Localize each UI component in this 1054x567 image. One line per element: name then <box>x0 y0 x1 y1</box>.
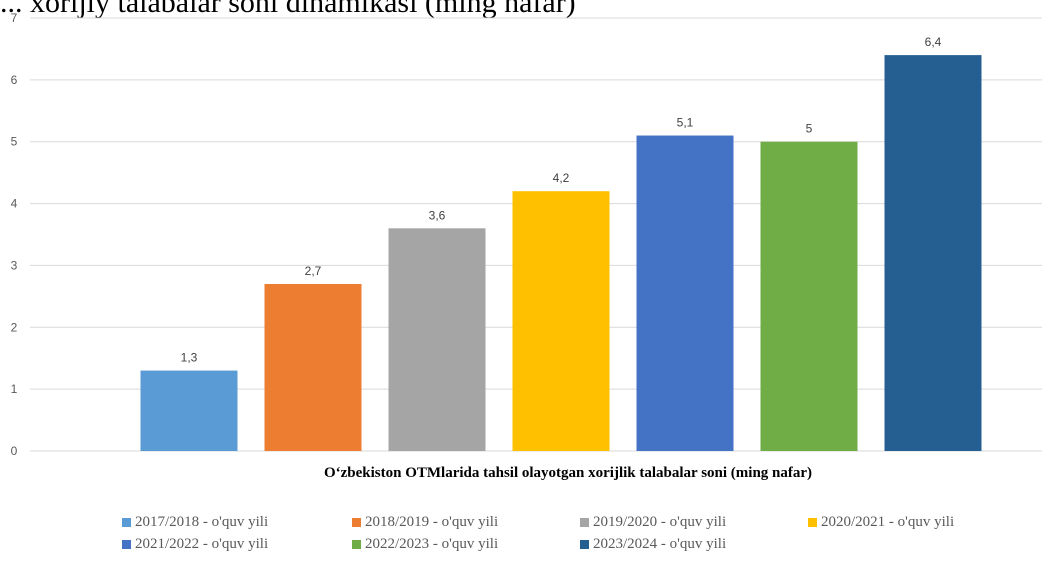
data-label: 5,1 <box>677 116 694 130</box>
legend-item: 2023/2024 - o'quv yili <box>580 536 726 553</box>
legend: 2017/2018 - o'quv yili 2018/2019 - o'quv … <box>0 514 1054 558</box>
bar <box>636 135 734 451</box>
bars <box>140 55 982 451</box>
x-axis-label: O‘zbekiston OTMlarida tahsil olayotgan x… <box>324 465 812 481</box>
bar <box>512 191 610 451</box>
bar <box>140 370 238 451</box>
cropped-page-caption: ... xorijiy talabalar soni dinamikasi (m… <box>0 0 576 19</box>
legend-label: 2018/2019 - o'quv yili <box>365 514 499 530</box>
y-tick-label: 2 <box>11 320 18 334</box>
legend-item: 2018/2019 - o'quv yili <box>352 514 498 531</box>
y-tick-label: 5 <box>11 135 18 149</box>
legend-row: 2017/2018 - o'quv yili 2018/2019 - o'quv … <box>0 514 1054 536</box>
bar <box>264 283 362 451</box>
legend-swatch <box>580 540 589 549</box>
legend-item: 2019/2020 - o'quv yili <box>580 514 726 531</box>
legend-swatch <box>122 540 131 549</box>
legend-swatch <box>352 540 361 549</box>
y-tick-label: 3 <box>11 258 18 272</box>
data-label: 1,3 <box>181 351 198 365</box>
legend-item: 2020/2021 - o'quv yili <box>808 514 954 531</box>
legend-label: 2022/2023 - o'quv yili <box>365 536 499 552</box>
data-label: 4,2 <box>553 171 570 185</box>
legend-swatch <box>352 518 361 527</box>
y-tick-label: 6 <box>11 73 18 87</box>
legend-label: 2017/2018 - o'quv yili <box>135 514 269 530</box>
bar <box>884 55 982 451</box>
y-tick-label: 4 <box>11 197 18 211</box>
bar-chart: 0 1 2 3 4 5 6 7 1,3 2,7 3,6 4,2 5,1 5 6,4 O‘zbekiston… <box>11 11 1042 481</box>
legend-swatch <box>580 518 589 527</box>
legend-label: 2021/2022 - o'quv yili <box>135 536 269 552</box>
legend-label: 2019/2020 - o'quv yili <box>593 514 727 530</box>
legend-item: 2017/2018 - o'quv yili <box>122 514 268 531</box>
y-axis: 0 1 2 3 4 5 6 7 <box>11 11 18 458</box>
legend-swatch <box>122 518 131 527</box>
legend-row: 2021/2022 - o'quv yili 2022/2023 - o'quv … <box>0 536 1054 558</box>
data-label: 5 <box>806 122 813 136</box>
data-label: 3,6 <box>429 208 446 222</box>
legend-label: 2020/2021 - o'quv yili <box>821 514 955 530</box>
y-tick-label: 7 <box>11 11 18 25</box>
bar <box>388 228 486 451</box>
y-tick-label: 1 <box>11 382 18 396</box>
bar <box>760 141 858 451</box>
data-labels: 1,3 2,7 3,6 4,2 5,1 5 6,4 <box>181 35 942 364</box>
y-tick-label: 0 <box>11 444 18 458</box>
data-label: 2,7 <box>305 264 322 278</box>
data-label: 6,4 <box>925 35 942 49</box>
legend-item: 2022/2023 - o'quv yili <box>352 536 498 553</box>
legend-item: 2021/2022 - o'quv yili <box>122 536 268 553</box>
legend-swatch <box>808 518 817 527</box>
legend-label: 2023/2024 - o'quv yili <box>593 536 727 552</box>
